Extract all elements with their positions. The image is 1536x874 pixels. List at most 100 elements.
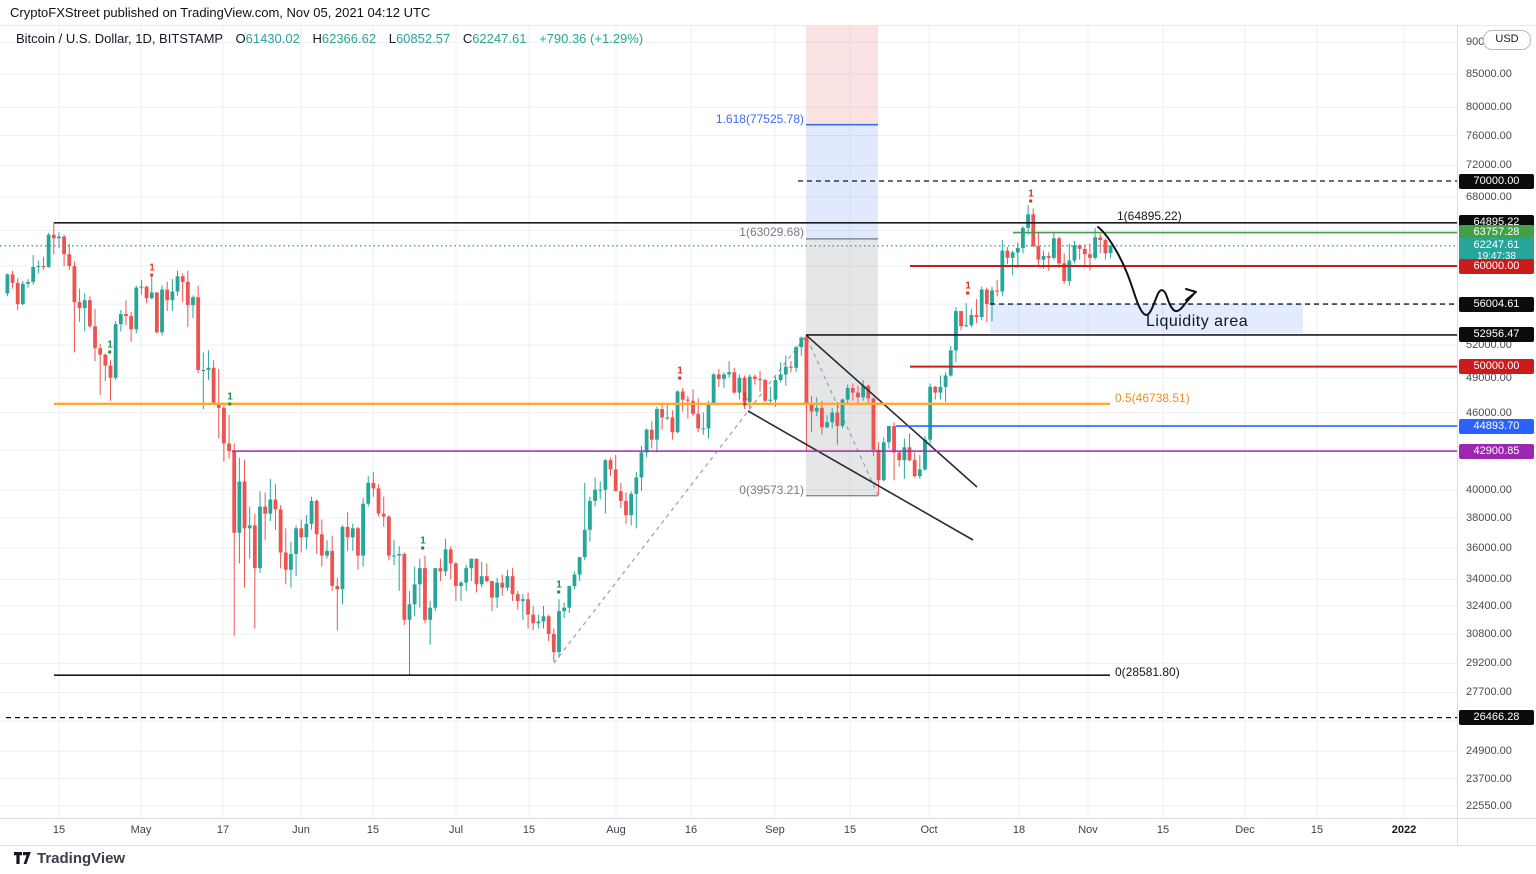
price-level-badge: 52956.47	[1459, 327, 1534, 343]
watermark-divider	[0, 25, 1536, 26]
candle-body	[407, 604, 412, 620]
candle-body	[443, 549, 448, 572]
price-axis-tick: 24900.00	[1466, 745, 1512, 758]
candle-body	[830, 412, 835, 423]
candle-body	[505, 576, 510, 588]
candle-body	[701, 428, 706, 430]
candle-body	[897, 452, 902, 461]
candle-body	[448, 549, 453, 564]
trade-marker: 1	[227, 392, 233, 406]
time-axis-tick: Dec	[1235, 824, 1255, 836]
fib-retracement-0-label: 0(28581.80)	[1115, 665, 1180, 680]
time-axis-tick: 2022	[1391, 824, 1417, 836]
candle-body	[1000, 250, 1005, 292]
candle-body	[1021, 227, 1025, 248]
price-axis-tick: 23700.00	[1466, 772, 1512, 785]
candle-body	[861, 385, 866, 398]
candle-body	[778, 374, 783, 381]
candle-body	[350, 528, 355, 538]
candle-body	[273, 499, 278, 510]
candle-body	[546, 616, 551, 634]
candle-body	[526, 599, 530, 615]
projection-arrow	[1097, 226, 1194, 316]
fib-retracement-1-label: 1(64895.22)	[1117, 208, 1182, 223]
price-axis-tick: 68000.00	[1466, 191, 1512, 203]
candle-body	[118, 314, 123, 325]
candle-body	[149, 292, 154, 299]
candle-body	[185, 281, 190, 306]
candle-body	[1067, 260, 1072, 281]
candle-body	[41, 266, 46, 268]
candle-body	[180, 276, 185, 282]
time-axis-tick: Oct	[920, 824, 938, 836]
change-value: +790.36 (+1.29%)	[539, 31, 644, 46]
time-axis-tick: 15	[52, 824, 66, 836]
tradingview-logo[interactable]: TradingView	[14, 850, 125, 867]
candle-body	[562, 607, 567, 612]
candle-body	[747, 376, 752, 402]
trade-marker: 1	[420, 536, 426, 550]
time-axis-tick: May	[130, 824, 152, 836]
candle-body	[191, 297, 195, 306]
candle-body	[783, 366, 788, 375]
candle-body	[696, 413, 701, 429]
candle-body	[500, 582, 505, 588]
candle-body	[763, 380, 768, 401]
price-axis-tick: 34000.00	[1466, 573, 1512, 586]
candle-body	[1082, 248, 1087, 255]
candle-body	[479, 576, 484, 585]
watermark-text: CryptoFXStreet published on TradingView.…	[10, 5, 431, 20]
candle-body	[242, 481, 247, 529]
candle-body	[1031, 214, 1036, 247]
candle-body	[814, 407, 819, 412]
candle-body	[990, 290, 994, 305]
candle-body	[789, 366, 793, 368]
candle-body	[453, 563, 458, 586]
candle-body	[758, 378, 762, 381]
candle-body	[206, 367, 211, 370]
currency-toggle-button[interactable]: USD	[1483, 30, 1531, 50]
candle-body	[593, 489, 597, 501]
time-axis-tick: 15	[522, 824, 536, 836]
candle-body	[361, 503, 365, 556]
price-level-badge: 60000.00	[1459, 258, 1534, 274]
open-label: O	[235, 31, 246, 46]
candle-body	[227, 443, 231, 452]
candle-body	[933, 386, 938, 393]
candle-body	[5, 274, 10, 294]
candle-body	[108, 365, 113, 378]
candle-body	[1108, 245, 1113, 254]
candle-body	[794, 347, 799, 368]
candle-body	[283, 552, 288, 570]
low-value: 60852.57	[395, 31, 451, 46]
candle-body	[1088, 254, 1092, 258]
price-axis-tick: 76000.00	[1466, 129, 1512, 142]
candle-body	[582, 529, 587, 558]
candle-body	[428, 607, 433, 620]
fib-band-above-1618	[806, 25, 878, 125]
liquidity-area-label: Liquidity area	[1146, 313, 1249, 330]
candle-body	[464, 568, 469, 583]
candle-body	[31, 266, 36, 282]
candle-body	[304, 523, 309, 538]
candle-body	[1077, 245, 1082, 249]
candle-body	[268, 499, 273, 514]
projection-arrow-head	[1185, 288, 1197, 301]
time-axis-tick: 16	[684, 824, 698, 836]
candle-body	[510, 576, 515, 595]
candle-body	[294, 528, 298, 555]
time-axis-tick: 15	[366, 824, 380, 836]
candle-body	[644, 429, 649, 453]
candle-body	[531, 614, 536, 624]
candle-body	[825, 422, 829, 428]
candle-body	[691, 400, 695, 414]
close-label: C	[462, 31, 473, 46]
candle-body	[392, 555, 396, 557]
candle-body	[624, 500, 628, 516]
candle-body	[974, 315, 979, 318]
tradingview-logo-icon	[14, 852, 31, 864]
candle-body	[356, 528, 360, 556]
candle-body	[1098, 237, 1103, 241]
